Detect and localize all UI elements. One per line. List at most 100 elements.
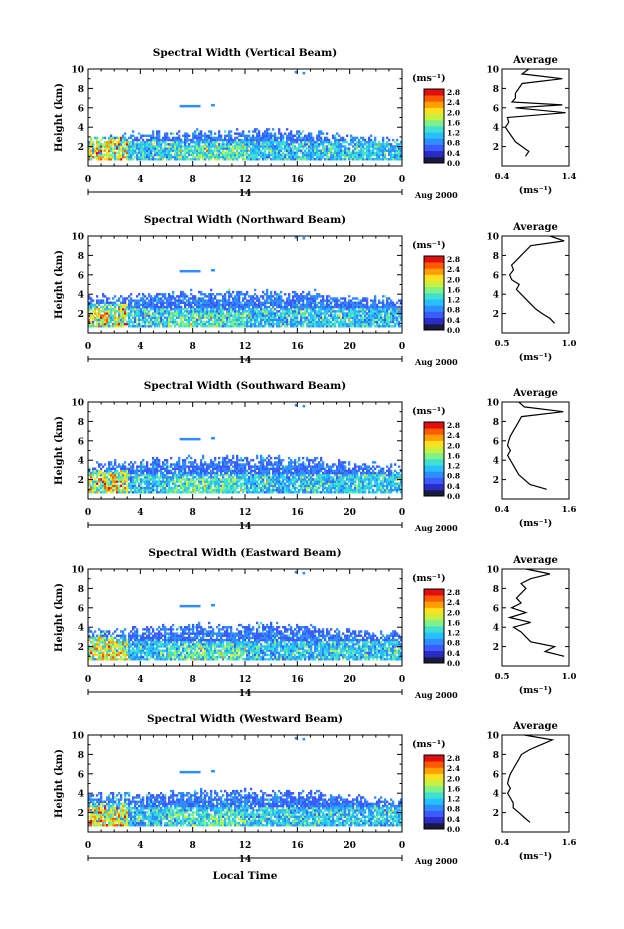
heatmap-cell bbox=[94, 151, 97, 155]
heatmap-cell bbox=[200, 478, 203, 481]
heatmap-cell bbox=[332, 143, 335, 146]
average-frame bbox=[501, 68, 570, 167]
heatmap-cell bbox=[252, 153, 255, 157]
heatmap-cell bbox=[202, 158, 205, 161]
heatmap-cell bbox=[196, 488, 199, 492]
heatmap-cell bbox=[296, 301, 299, 305]
heatmap-cell bbox=[208, 151, 211, 155]
heatmap-cell bbox=[140, 465, 143, 468]
heatmap-cell bbox=[280, 158, 283, 161]
heatmap-cell bbox=[252, 130, 255, 133]
heatmap-cell bbox=[362, 316, 365, 319]
heatmap-cell bbox=[204, 158, 207, 161]
heatmap-cell bbox=[192, 463, 195, 466]
heatmap-cell bbox=[118, 303, 121, 307]
heatmap-cell bbox=[216, 151, 219, 155]
heatmap-cell bbox=[374, 295, 377, 298]
heatmap-cell bbox=[102, 488, 105, 492]
heatmap-cell bbox=[240, 476, 243, 479]
heatmap-cell bbox=[388, 143, 391, 146]
heatmap-cell bbox=[198, 147, 201, 150]
heatmap-cell bbox=[242, 155, 245, 159]
heatmap-cell bbox=[114, 463, 117, 466]
heatmap-cell bbox=[290, 316, 293, 319]
heatmap-cell bbox=[306, 295, 309, 298]
heatmap-cell bbox=[212, 325, 215, 328]
heatmap-cell bbox=[118, 320, 121, 324]
heatmap-cell bbox=[102, 320, 105, 324]
heatmap-cell bbox=[100, 147, 103, 150]
heatmap-cell bbox=[134, 301, 137, 305]
heatmap-cell bbox=[136, 314, 139, 317]
heatmap-cell bbox=[166, 488, 169, 492]
heatmap-cell bbox=[112, 316, 115, 319]
heatmap-cell bbox=[364, 316, 367, 319]
heatmap-cell bbox=[148, 312, 151, 315]
heatmap-cell bbox=[222, 486, 225, 490]
heatmap-cell bbox=[114, 469, 117, 473]
heatmap-cell bbox=[210, 325, 213, 328]
heatmap-cell bbox=[272, 303, 275, 307]
heatmap-cell bbox=[238, 316, 241, 319]
heatmap-cell bbox=[116, 471, 119, 475]
heatmap-cell bbox=[248, 488, 251, 492]
heatmap-cell bbox=[178, 456, 181, 460]
heatmap-cell bbox=[116, 155, 119, 159]
heatmap-cell bbox=[148, 299, 151, 302]
heatmap-cell bbox=[254, 297, 257, 300]
heatmap-cell bbox=[278, 322, 281, 326]
heatmap-cell bbox=[178, 325, 181, 328]
heatmap-cell bbox=[236, 486, 239, 490]
heatmap-cell bbox=[122, 138, 125, 142]
heatmap-cell bbox=[370, 303, 373, 307]
heatmap-cell bbox=[154, 325, 157, 328]
heatmap-cell bbox=[100, 480, 103, 483]
heatmap-cell bbox=[92, 471, 95, 475]
heatmap-cell bbox=[286, 145, 289, 148]
heatmap-cell bbox=[326, 155, 329, 159]
heatmap-cell bbox=[226, 138, 229, 142]
heatmap-cell bbox=[330, 140, 333, 144]
heatmap-cell bbox=[300, 320, 303, 324]
heatmap-cell bbox=[138, 149, 141, 152]
heatmap-cell bbox=[158, 151, 161, 155]
heatmap-cell bbox=[166, 305, 169, 309]
heatmap-cell bbox=[156, 473, 159, 477]
heatmap-cell bbox=[338, 138, 341, 142]
heatmap-cell bbox=[312, 297, 315, 300]
heatmap-cell bbox=[144, 478, 147, 481]
heatmap-cell bbox=[278, 143, 281, 146]
heatmap-cell bbox=[258, 145, 261, 148]
heatmap-cell bbox=[336, 155, 339, 159]
heatmap-cell bbox=[186, 473, 189, 477]
heatmap-cell bbox=[384, 312, 387, 315]
heatmap-cell bbox=[230, 467, 233, 471]
heatmap-cell bbox=[332, 318, 335, 322]
heatmap-cell bbox=[186, 320, 189, 324]
heatmap-cell bbox=[356, 151, 359, 155]
heatmap-cell bbox=[364, 320, 367, 324]
heatmap-cell bbox=[94, 488, 97, 492]
heatmap-cell bbox=[394, 147, 397, 150]
heatmap-cell bbox=[146, 301, 149, 305]
heatmap-cell bbox=[246, 482, 249, 485]
heatmap-cell bbox=[382, 145, 385, 148]
heatmap-cell bbox=[230, 310, 233, 313]
heatmap-cell bbox=[130, 318, 133, 322]
heatmap-cell bbox=[188, 454, 191, 458]
heatmap-cell bbox=[318, 132, 321, 135]
heatmap-cell bbox=[362, 303, 365, 307]
heatmap-cell bbox=[292, 143, 295, 146]
heatmap-cell bbox=[178, 149, 181, 152]
heatmap-cell bbox=[110, 310, 113, 313]
heatmap-cell bbox=[342, 303, 345, 307]
heatmap-cell bbox=[104, 310, 107, 313]
heatmap-cell bbox=[206, 486, 209, 490]
heatmap-cell bbox=[226, 318, 229, 322]
heatmap-cell bbox=[142, 480, 145, 483]
heatmap-cell bbox=[250, 465, 253, 468]
heatmap-cell bbox=[226, 456, 229, 460]
heatmap-cell bbox=[324, 140, 327, 144]
heatmap-cell bbox=[206, 145, 209, 148]
heatmap-cell bbox=[314, 307, 317, 311]
